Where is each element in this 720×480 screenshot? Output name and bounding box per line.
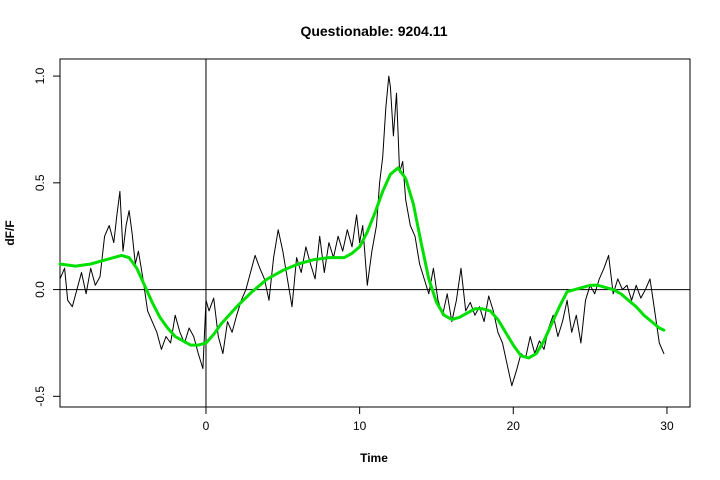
- x-tick-label: 0: [203, 419, 210, 433]
- smoothed-series-line: [58, 166, 666, 360]
- x-tick-label: 10: [353, 419, 367, 433]
- y-tick-label: 0.5: [33, 174, 47, 191]
- y-tick-label: -0.5: [33, 386, 47, 407]
- plot-frame: [59, 58, 691, 408]
- y-tick-label: 1.0: [33, 67, 47, 84]
- series-layer: [58, 75, 666, 387]
- chart-title: Questionable: 9204.11: [300, 23, 447, 39]
- x-axis-label: Time: [360, 451, 388, 465]
- y-axis: -0.5 0.0 0.5 1.0: [33, 67, 60, 407]
- raw-series-line: [59, 75, 665, 387]
- y-tick-label: 0.0: [33, 281, 47, 298]
- x-tick-label: 30: [660, 419, 674, 433]
- x-axis: 0 10 20 30: [203, 407, 674, 433]
- y-axis-label: dF/F: [3, 220, 17, 245]
- x-tick-label: 20: [507, 419, 521, 433]
